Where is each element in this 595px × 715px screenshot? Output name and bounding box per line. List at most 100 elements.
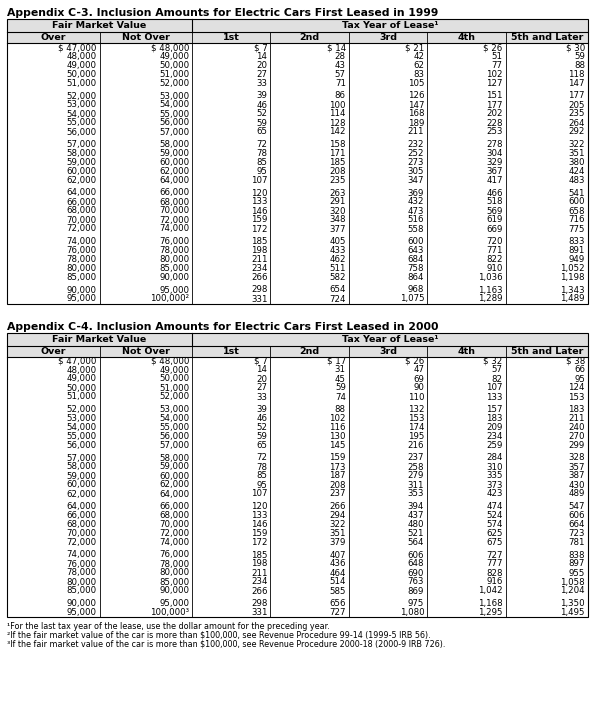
Text: 74,000: 74,000 [159, 225, 189, 234]
Text: 405: 405 [330, 237, 346, 246]
Text: 394: 394 [408, 502, 424, 511]
Text: 1,052: 1,052 [560, 264, 585, 273]
Text: 202: 202 [486, 109, 503, 119]
Text: 52: 52 [256, 109, 268, 119]
Bar [7, 345, 588, 357]
Text: 59: 59 [256, 119, 268, 127]
Text: 466: 466 [486, 189, 503, 197]
Text: 70,000: 70,000 [67, 215, 96, 225]
Text: 66,000: 66,000 [159, 189, 189, 197]
Text: 480: 480 [408, 520, 424, 529]
Text: 521: 521 [408, 529, 424, 538]
Text: 59: 59 [256, 432, 268, 441]
Text: $ 14: $ 14 [327, 43, 346, 52]
Text: 107: 107 [251, 490, 268, 498]
Text: 228: 228 [486, 119, 503, 127]
Text: 237: 237 [408, 453, 424, 463]
Bar [7, 32, 588, 43]
Text: 353: 353 [408, 490, 424, 498]
Text: 100,000³: 100,000³ [150, 608, 189, 617]
Text: 53,000: 53,000 [67, 101, 96, 109]
Text: 159: 159 [251, 529, 268, 538]
Text: 4th: 4th [458, 33, 475, 42]
Text: 51,000: 51,000 [159, 383, 189, 393]
Text: 107: 107 [486, 383, 503, 393]
Text: 264: 264 [568, 119, 585, 127]
Text: 45: 45 [335, 375, 346, 383]
Text: 234: 234 [486, 432, 503, 441]
Text: 39: 39 [256, 405, 268, 414]
Text: 50,000: 50,000 [67, 383, 96, 393]
Text: 298: 298 [251, 599, 268, 608]
Text: 234: 234 [251, 264, 268, 273]
Text: 72: 72 [256, 140, 268, 149]
Text: 100: 100 [330, 101, 346, 109]
Text: $ 26: $ 26 [483, 43, 503, 52]
Text: Not Over: Not Over [122, 33, 170, 42]
Text: 68,000: 68,000 [67, 520, 96, 529]
Text: 53,000: 53,000 [159, 405, 189, 414]
Text: 380: 380 [568, 158, 585, 167]
Text: 369: 369 [408, 189, 424, 197]
Text: 49,000: 49,000 [67, 375, 96, 383]
Text: 62,000: 62,000 [159, 480, 189, 490]
Text: Fair Market Value: Fair Market Value [52, 335, 147, 343]
Text: 656: 656 [330, 599, 346, 608]
Text: 102: 102 [330, 414, 346, 423]
Text: 120: 120 [251, 502, 268, 511]
Text: 258: 258 [408, 463, 424, 471]
Text: 64,000: 64,000 [159, 490, 189, 498]
Text: 1,350: 1,350 [560, 599, 585, 608]
Text: 59,000: 59,000 [67, 471, 96, 480]
Text: 600: 600 [568, 197, 585, 207]
Text: 72: 72 [256, 453, 268, 463]
Text: 335: 335 [486, 471, 503, 480]
Text: 132: 132 [408, 405, 424, 414]
Text: 606: 606 [568, 511, 585, 520]
Text: 28: 28 [335, 52, 346, 61]
Text: 14: 14 [256, 365, 268, 375]
Text: 351: 351 [568, 149, 585, 158]
Text: 76,000: 76,000 [159, 237, 189, 246]
Text: 328: 328 [568, 453, 585, 463]
Text: 65: 65 [256, 127, 268, 137]
Text: 771: 771 [486, 246, 503, 255]
Text: 417: 417 [486, 176, 503, 185]
Text: 90: 90 [414, 383, 424, 393]
Text: 159: 159 [330, 453, 346, 463]
Text: 177: 177 [568, 92, 585, 101]
Text: 582: 582 [330, 273, 346, 282]
Text: 720: 720 [486, 237, 503, 246]
Text: 462: 462 [330, 255, 346, 264]
Text: 110: 110 [408, 393, 424, 402]
Text: 172: 172 [251, 225, 268, 234]
Text: 80,000: 80,000 [159, 568, 189, 578]
Text: 690: 690 [408, 568, 424, 578]
Text: Tax Year of Lease¹: Tax Year of Lease¹ [342, 335, 439, 343]
Text: 142: 142 [330, 127, 346, 137]
Text: 235: 235 [568, 109, 585, 119]
Text: 183: 183 [486, 414, 503, 423]
Bar [7, 332, 588, 617]
Text: 516: 516 [408, 215, 424, 225]
Text: 49,000: 49,000 [159, 365, 189, 375]
Text: 52,000: 52,000 [67, 92, 96, 101]
Text: 60,000: 60,000 [67, 167, 96, 176]
Text: 85,000: 85,000 [67, 273, 96, 282]
Text: 1st: 1st [223, 33, 240, 42]
Text: 76,000: 76,000 [159, 551, 189, 560]
Text: 130: 130 [330, 432, 346, 441]
Text: 331: 331 [251, 295, 268, 303]
Text: 619: 619 [486, 215, 503, 225]
Text: 234: 234 [251, 578, 268, 586]
Text: 72,000: 72,000 [159, 529, 189, 538]
Text: 891: 891 [569, 246, 585, 255]
Text: 55,000: 55,000 [67, 432, 96, 441]
Text: 187: 187 [330, 471, 346, 480]
Text: 69: 69 [414, 375, 424, 383]
Text: 775: 775 [568, 225, 585, 234]
Text: 172: 172 [251, 538, 268, 547]
Text: 153: 153 [408, 414, 424, 423]
Text: 266: 266 [330, 502, 346, 511]
Text: 1,080: 1,080 [400, 608, 424, 617]
